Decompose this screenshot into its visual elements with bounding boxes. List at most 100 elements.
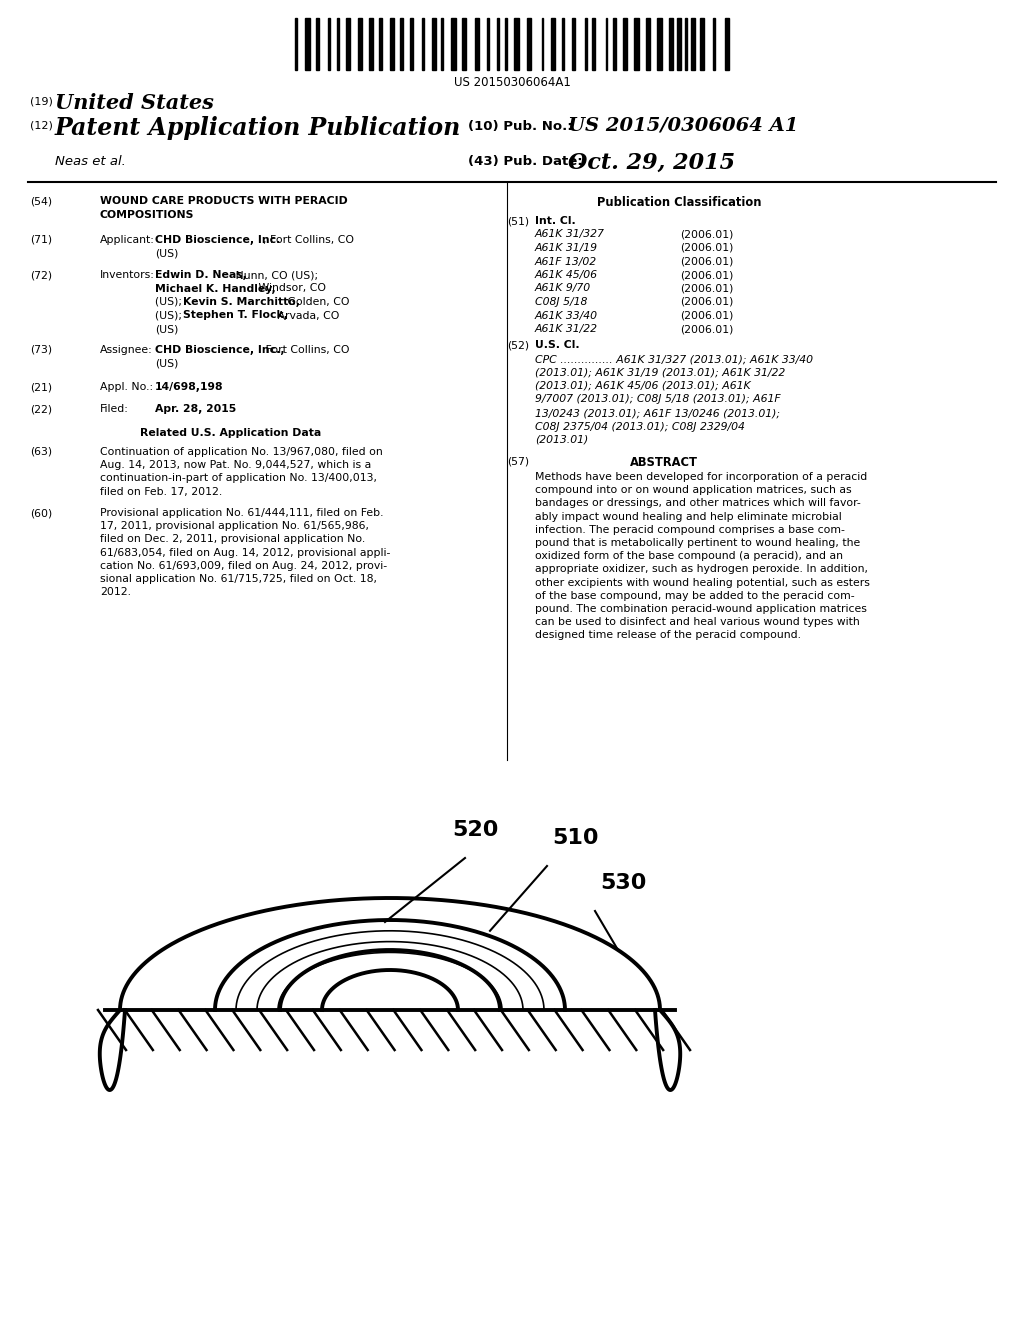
Text: Oct. 29, 2015: Oct. 29, 2015	[568, 152, 735, 174]
Text: US 20150306064A1: US 20150306064A1	[454, 77, 570, 88]
Text: (52): (52)	[507, 341, 529, 351]
Text: Golden, CO: Golden, CO	[284, 297, 349, 308]
Text: (2006.01): (2006.01)	[680, 256, 733, 267]
Text: Stephen T. Flock,: Stephen T. Flock,	[183, 310, 288, 321]
Text: (19): (19)	[30, 96, 53, 107]
Bar	[452, 18, 457, 70]
Text: Patent Application Publication: Patent Application Publication	[55, 116, 461, 140]
Text: 510: 510	[552, 828, 598, 847]
Text: A61F 13/02: A61F 13/02	[535, 256, 597, 267]
Bar	[486, 18, 489, 70]
Text: 520: 520	[452, 820, 499, 840]
Bar	[605, 18, 607, 70]
Text: (73): (73)	[30, 345, 52, 355]
Text: 14/698,198: 14/698,198	[155, 381, 223, 392]
Text: A61K 31/19: A61K 31/19	[535, 243, 598, 253]
Text: Applicant:: Applicant:	[100, 235, 155, 246]
Bar	[346, 18, 350, 70]
Text: (2013.01); A61K 31/19 (2013.01); A61K 31/22: (2013.01); A61K 31/19 (2013.01); A61K 31…	[535, 367, 785, 378]
Text: Nunn, CO (US);: Nunn, CO (US);	[232, 271, 318, 280]
Text: A61K 31/22: A61K 31/22	[535, 323, 598, 334]
Text: Publication Classification: Publication Classification	[597, 195, 762, 209]
Text: (2006.01): (2006.01)	[680, 284, 733, 293]
Bar	[585, 18, 587, 70]
Bar	[623, 18, 628, 70]
Bar	[634, 18, 639, 70]
Bar	[498, 18, 499, 70]
Bar	[370, 18, 373, 70]
Bar	[613, 18, 615, 70]
Bar	[400, 18, 403, 70]
Bar	[714, 18, 715, 70]
Text: (US): (US)	[155, 323, 178, 334]
Text: Windsor, CO: Windsor, CO	[255, 284, 326, 293]
Text: (21): (21)	[30, 381, 52, 392]
Text: Int. Cl.: Int. Cl.	[535, 216, 575, 226]
Text: Apr. 28, 2015: Apr. 28, 2015	[155, 404, 237, 414]
Text: (63): (63)	[30, 447, 52, 457]
Text: (71): (71)	[30, 235, 52, 246]
Text: A61K 31/327: A61K 31/327	[535, 230, 605, 239]
Bar	[670, 18, 673, 70]
Bar	[422, 18, 424, 70]
Bar	[441, 18, 443, 70]
Text: WOUND CARE PRODUCTS WITH PERACID: WOUND CARE PRODUCTS WITH PERACID	[100, 195, 348, 206]
Text: Related U.S. Application Data: Related U.S. Application Data	[140, 428, 322, 438]
Text: (2006.01): (2006.01)	[680, 297, 733, 308]
Text: 13/0243 (2013.01); A61F 13/0246 (2013.01);: 13/0243 (2013.01); A61F 13/0246 (2013.01…	[535, 408, 780, 418]
Text: C08J 2375/04 (2013.01); C08J 2329/04: C08J 2375/04 (2013.01); C08J 2329/04	[535, 421, 744, 432]
Text: A61K 45/06: A61K 45/06	[535, 271, 598, 280]
Bar	[571, 18, 575, 70]
Text: (US);: (US);	[155, 297, 185, 308]
Text: (US): (US)	[155, 359, 178, 368]
Bar	[657, 18, 662, 70]
Text: Continuation of application No. 13/967,080, filed on
Aug. 14, 2013, now Pat. No.: Continuation of application No. 13/967,0…	[100, 447, 383, 496]
Bar	[514, 18, 519, 70]
Bar	[295, 18, 297, 70]
Bar	[677, 18, 681, 70]
Text: (2006.01): (2006.01)	[680, 271, 733, 280]
Text: 9/7007 (2013.01); C08J 5/18 (2013.01); A61F: 9/7007 (2013.01); C08J 5/18 (2013.01); A…	[535, 395, 780, 404]
Bar	[390, 18, 394, 70]
Text: U.S. Cl.: U.S. Cl.	[535, 341, 580, 351]
Text: (43) Pub. Date:: (43) Pub. Date:	[468, 154, 583, 168]
Bar	[725, 18, 729, 70]
Text: (2006.01): (2006.01)	[680, 243, 733, 253]
Bar	[592, 18, 596, 70]
Text: (2013.01); A61K 45/06 (2013.01); A61K: (2013.01); A61K 45/06 (2013.01); A61K	[535, 381, 751, 391]
Text: Michael K. Handley,: Michael K. Handley,	[155, 284, 275, 293]
Bar	[411, 18, 414, 70]
Text: (2013.01): (2013.01)	[535, 436, 588, 445]
Text: (72): (72)	[30, 271, 52, 280]
Bar	[328, 18, 331, 70]
Bar	[475, 18, 479, 70]
Text: (12): (12)	[30, 120, 53, 129]
Text: (2006.01): (2006.01)	[680, 323, 733, 334]
Bar	[337, 18, 339, 70]
Bar	[645, 18, 650, 70]
Bar	[562, 18, 564, 70]
Bar	[691, 18, 695, 70]
Text: US 2015/0306064 A1: US 2015/0306064 A1	[568, 116, 799, 135]
Text: C08J 5/18: C08J 5/18	[535, 297, 588, 308]
Text: , Fort Collins, CO: , Fort Collins, CO	[263, 235, 354, 246]
Bar	[526, 18, 531, 70]
Text: (57): (57)	[507, 457, 529, 466]
Bar	[542, 18, 543, 70]
Text: Provisional application No. 61/444,111, filed on Feb.
17, 2011, provisional appl: Provisional application No. 61/444,111, …	[100, 508, 390, 597]
Text: COMPOSITIONS: COMPOSITIONS	[100, 210, 195, 219]
Text: A61K 9/70: A61K 9/70	[535, 284, 591, 293]
Text: Filed:: Filed:	[100, 404, 129, 414]
Text: Arvada, CO: Arvada, CO	[274, 310, 339, 321]
Text: United States: United States	[55, 92, 214, 114]
Text: (US);: (US);	[155, 310, 185, 321]
Text: Assignee:: Assignee:	[100, 345, 153, 355]
Text: (51): (51)	[507, 216, 529, 226]
Bar	[551, 18, 555, 70]
Text: Fort Collins, CO: Fort Collins, CO	[262, 345, 349, 355]
Text: Methods have been developed for incorporation of a peracid
compound into or on w: Methods have been developed for incorpor…	[535, 473, 869, 640]
Text: ABSTRACT: ABSTRACT	[630, 457, 698, 470]
Text: (2006.01): (2006.01)	[680, 230, 733, 239]
Text: Neas et al.: Neas et al.	[55, 154, 126, 168]
Text: CHD Bioscience, Inc.,: CHD Bioscience, Inc.,	[155, 345, 285, 355]
